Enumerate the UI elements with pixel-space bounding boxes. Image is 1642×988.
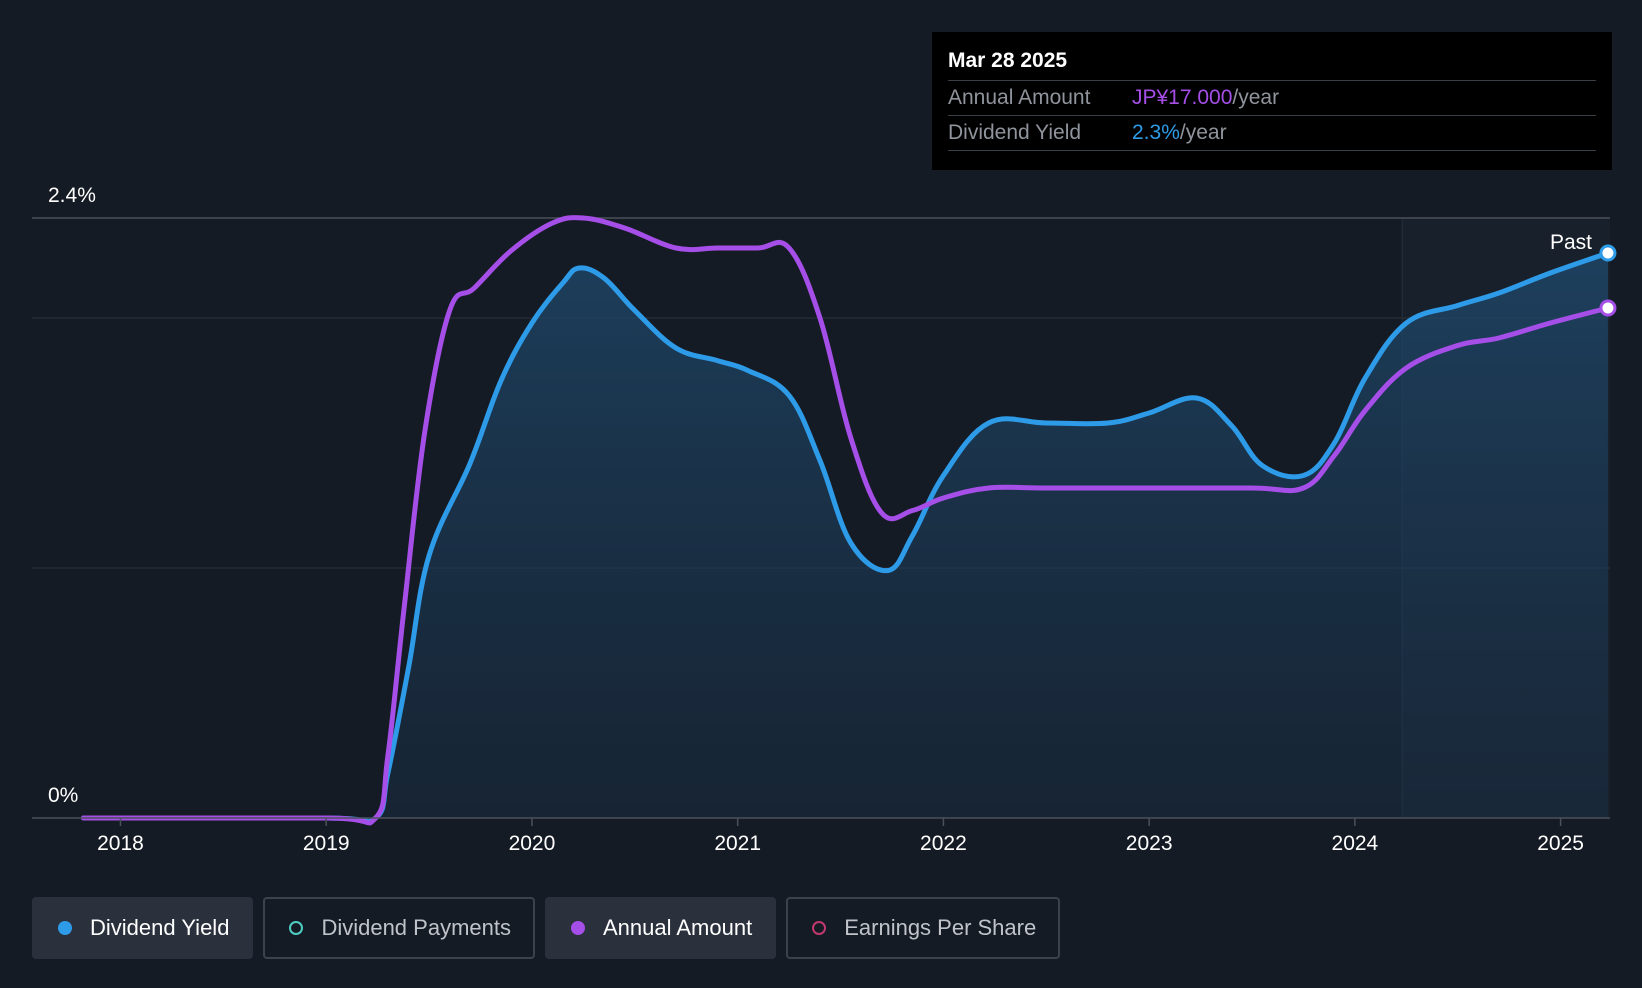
x-tick-label: 2019: [303, 832, 350, 855]
tooltip-unit: /year: [1179, 121, 1227, 144]
x-tick-label: 2025: [1537, 832, 1584, 855]
legend-dividend-payments[interactable]: Dividend Payments: [263, 897, 535, 959]
legend-annual-amount[interactable]: Annual Amount: [544, 897, 777, 959]
dot-icon: [570, 921, 585, 935]
y-tick-label: 0%: [48, 784, 78, 807]
x-tick-label: 2024: [1332, 832, 1379, 855]
tooltip-label: Annual Amount: [948, 86, 1091, 109]
ring-icon: [289, 921, 304, 935]
tooltip-row-dividend-yield: Dividend Yield 2.3% /year: [948, 116, 1596, 151]
tooltip-row-annual-amount: Annual Amount JP¥17.000 /year: [948, 81, 1596, 116]
legend-label: Annual Amount: [602, 915, 753, 940]
x-tick-label: 2022: [920, 832, 967, 855]
y-tick-label: 2.4%: [48, 184, 96, 207]
legend-dividend-yield[interactable]: Dividend Yield: [32, 897, 254, 959]
tooltip: Mar 28 2025 Annual Amount JP¥17.000 /yea…: [932, 32, 1612, 170]
tooltip-value: JP¥17.000: [1132, 86, 1233, 109]
y-axis-labels: 0% 2.4%: [48, 184, 96, 807]
ring-icon: [812, 921, 827, 935]
tooltip-label: Dividend Yield: [948, 121, 1082, 144]
past-label: Past: [1550, 231, 1592, 254]
legend-label: Dividend Payments: [321, 915, 511, 940]
x-tick-label: 2021: [714, 832, 761, 855]
x-axis: 2018 2019 2020 2021 2022 2023 2024 2025: [32, 817, 1610, 855]
x-tick-label: 2020: [509, 832, 556, 855]
legend-label: Dividend Yield: [90, 915, 230, 940]
x-tick-label: 2018: [97, 832, 144, 855]
tooltip-unit: /year: [1232, 86, 1280, 109]
series-endpoints: [1599, 244, 1617, 317]
x-tick-label: 2023: [1126, 832, 1173, 855]
legend-earnings-per-share[interactable]: Earnings Per Share: [786, 897, 1061, 959]
annual-amount-line: [80, 215, 1611, 826]
line-layer: [80, 215, 1611, 826]
dividend-yield-endpoint: [1599, 244, 1617, 262]
legend-label: Earnings Per Share: [844, 915, 1037, 940]
legend: Dividend Yield Dividend Payments Annual …: [32, 897, 1061, 959]
annual-amount-endpoint: [1599, 299, 1617, 317]
tooltip-value: 2.3%: [1132, 121, 1180, 144]
tooltip-date: Mar 28 2025: [948, 46, 1596, 81]
dot-icon: [58, 921, 72, 935]
dividend-yield-line: [80, 250, 1611, 825]
